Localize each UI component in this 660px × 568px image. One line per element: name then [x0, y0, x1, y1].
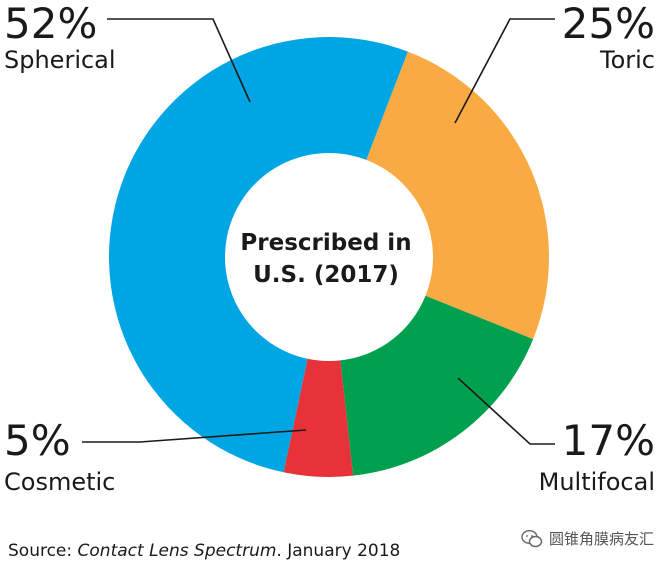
- category-label-spherical: Spherical: [4, 46, 116, 74]
- wechat-icon: [521, 529, 543, 547]
- value-label-cosmetic: 5%: [4, 416, 71, 465]
- leader-line-toric: [454, 18, 555, 124]
- source-title: Contact Lens Spectrum: [77, 541, 277, 561]
- center-label-line-1: Prescribed in: [240, 230, 411, 256]
- category-label-multifocal: Multifocal: [539, 468, 655, 496]
- leader-line-cosmetic: [82, 429, 307, 443]
- leader-line-spherical: [107, 18, 251, 103]
- category-label-cosmetic: Cosmetic: [4, 468, 115, 496]
- labels-group: 52%Spherical 25%Toric 17% Multifocal 5% Cosme…: [4, 0, 655, 496]
- leader-line-multifocal: [457, 377, 555, 445]
- center-label-line-2: U.S. (2017): [253, 262, 399, 288]
- source-prefix: Source:: [8, 541, 78, 561]
- value-label-multifocal: 17%: [562, 416, 655, 465]
- value-label-spherical: 52%: [4, 0, 97, 48]
- slice-cosmetic: [283, 257, 354, 478]
- watermark-text: 圆锥角膜病友汇: [548, 530, 654, 548]
- donut-hole: [225, 153, 433, 361]
- value-label-toric: 25%: [562, 0, 655, 48]
- source-footnote: Source: Contact Lens Spectrum. January 2…: [8, 541, 400, 561]
- watermark: 圆锥角膜病友汇: [521, 528, 654, 549]
- category-label-toric: Toric: [599, 46, 655, 74]
- source-suffix: . January 2018: [276, 541, 401, 561]
